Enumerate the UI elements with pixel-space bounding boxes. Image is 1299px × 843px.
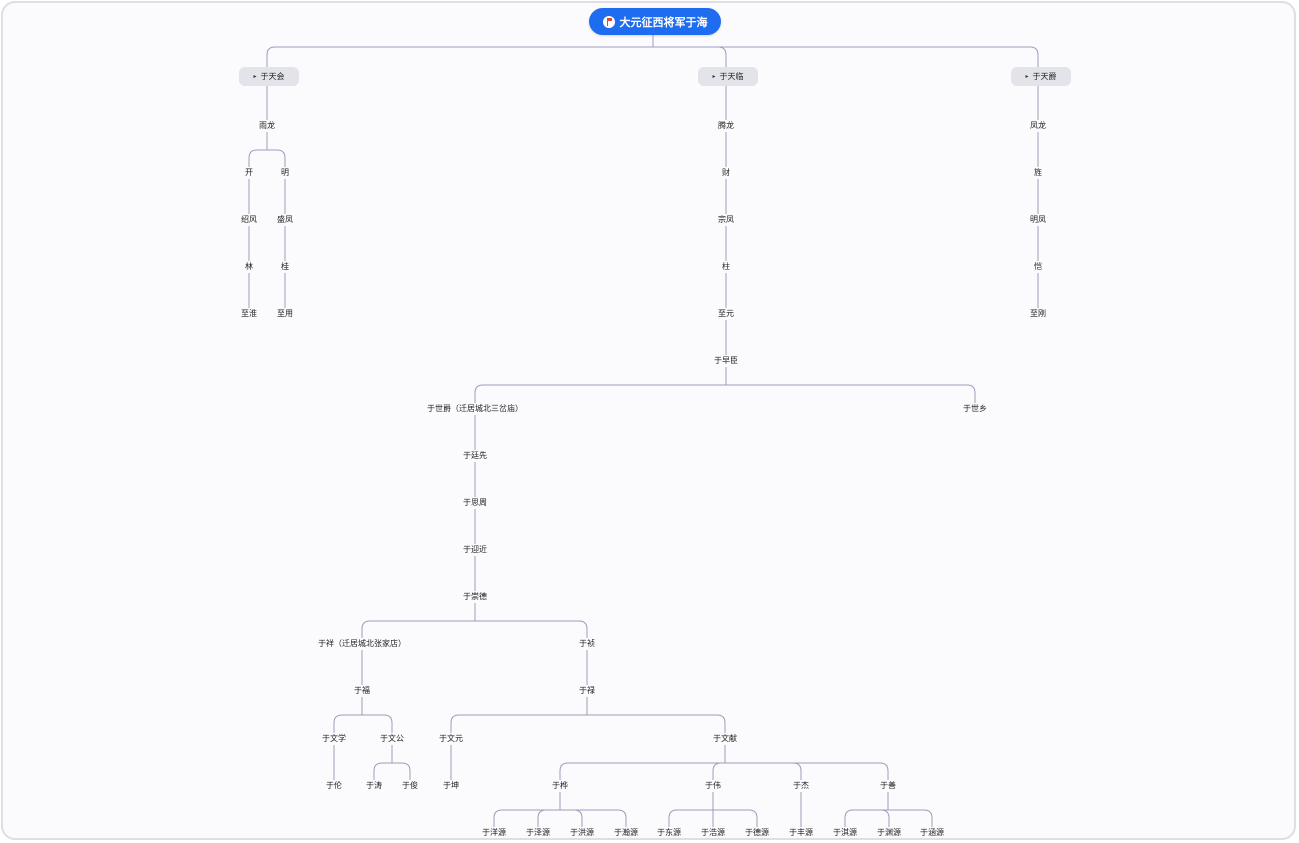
tree-node[interactable]: 雨龙 xyxy=(257,120,277,132)
connector-line xyxy=(725,762,889,786)
tree-node[interactable]: 宗凤 xyxy=(716,214,736,226)
tree-node[interactable]: 凤龙 xyxy=(1028,120,1048,132)
tree-node[interactable]: 于东源 xyxy=(655,827,683,838)
root-node[interactable]: 大元征西将军于海 xyxy=(589,8,721,35)
tree-node[interactable]: 于浩源 xyxy=(699,827,727,838)
connector-line xyxy=(248,149,267,173)
connector-line xyxy=(361,620,475,644)
connector-line xyxy=(880,809,890,833)
tree-node[interactable]: 于伟 xyxy=(703,780,723,792)
tree-node[interactable]: 于洪源 xyxy=(568,827,596,838)
tree-node[interactable]: 于泽源 xyxy=(524,827,552,838)
tree-node[interactable]: 于洋源 xyxy=(480,827,508,838)
tree-node[interactable]: 林 xyxy=(243,261,255,273)
connector-line xyxy=(844,809,888,833)
tree-node[interactable]: 盛凤 xyxy=(275,214,295,226)
branch-node-tianhui[interactable]: ▸ 于天会 xyxy=(239,67,299,86)
connector-line xyxy=(450,714,587,739)
tree-node[interactable]: 至刚 xyxy=(1028,308,1048,320)
tree-node[interactable]: 于文公 xyxy=(378,733,406,745)
connector-line xyxy=(474,384,726,409)
connector-line xyxy=(493,809,560,833)
connector-line xyxy=(266,46,653,75)
connector-line xyxy=(362,714,393,739)
tree-node[interactable]: 于桦 xyxy=(550,780,570,792)
tree-node[interactable]: 至淮 xyxy=(239,308,259,320)
tree-node[interactable]: 于坤 xyxy=(441,780,461,792)
flag-icon xyxy=(602,15,615,28)
flag-icon: ▸ xyxy=(1025,73,1029,80)
connector-line xyxy=(537,809,560,833)
tree-node[interactable]: 于文献 xyxy=(711,733,739,745)
tree-node[interactable]: 于德源 xyxy=(743,827,771,838)
tree-node[interactable]: 于瀚源 xyxy=(612,827,640,838)
tree-node[interactable]: 于禄 xyxy=(577,685,597,697)
tree-node[interactable]: 于文元 xyxy=(437,733,465,745)
connector-line xyxy=(475,620,588,644)
tree-node[interactable]: 于渊源 xyxy=(875,827,903,838)
connector-line xyxy=(725,762,802,786)
branch-label: 于天会 xyxy=(260,72,285,81)
tree-node[interactable]: 柱 xyxy=(720,261,732,273)
tree-node[interactable]: 于祯 xyxy=(577,638,597,650)
connector-line xyxy=(653,46,1039,75)
tree-node[interactable]: 于廷先 xyxy=(461,450,489,462)
tree-node[interactable]: 于世乡 xyxy=(961,403,989,415)
tree-node[interactable]: 明凤 xyxy=(1028,214,1048,226)
connector-line xyxy=(712,762,725,786)
tree-node[interactable]: 于俊 xyxy=(400,780,420,792)
tree-node[interactable]: 于涛 xyxy=(364,780,384,792)
tree-node[interactable]: 明 xyxy=(279,167,291,179)
connector-line xyxy=(713,809,758,833)
branch-node-tianlin[interactable]: ▸ 于天临 xyxy=(698,67,758,86)
connector-line xyxy=(668,809,713,833)
tree-node[interactable]: 腾龙 xyxy=(716,120,736,132)
connector-lines xyxy=(248,19,1039,833)
connector-line xyxy=(392,762,411,786)
tree-node[interactable]: 于祥（迁居城北张家店） xyxy=(316,638,408,650)
tree-node[interactable]: 至元 xyxy=(716,308,736,320)
tree-node[interactable]: 于福 xyxy=(352,685,372,697)
connector-line xyxy=(726,384,976,409)
tree-node[interactable]: 桂 xyxy=(279,261,291,273)
connector-line xyxy=(559,762,725,786)
tree-node[interactable]: 恺 xyxy=(1032,261,1044,273)
tree-node[interactable]: 于世爵（迁居城北三岔庙） xyxy=(425,403,525,415)
tree-node[interactable]: 于伦 xyxy=(324,780,344,792)
connector-line xyxy=(560,809,627,833)
flag-icon: ▸ xyxy=(253,73,257,80)
branch-node-tianjue[interactable]: ▸ 于天爵 xyxy=(1011,67,1071,86)
connector-line xyxy=(888,809,933,833)
connector-line xyxy=(267,149,286,173)
tree-node[interactable]: 开 xyxy=(243,167,255,179)
tree-node[interactable]: 于善 xyxy=(878,780,898,792)
tree-node[interactable]: 于杰 xyxy=(791,780,811,792)
connector-line xyxy=(373,762,392,786)
flag-icon: ▸ xyxy=(712,73,716,80)
tree-node[interactable]: 绍风 xyxy=(239,214,259,226)
tree-node[interactable]: 于迎近 xyxy=(461,544,489,556)
tree-node[interactable]: 于文学 xyxy=(320,733,348,745)
connector-line xyxy=(333,714,362,739)
tree-node[interactable]: 于崇德 xyxy=(461,591,489,603)
root-label: 大元征西将军于海 xyxy=(619,15,708,29)
connector-line xyxy=(587,714,726,739)
tree-node[interactable]: 于早臣 xyxy=(712,355,740,367)
tree-node[interactable]: 于涵源 xyxy=(918,827,946,838)
branch-label: 于天爵 xyxy=(1032,72,1057,81)
tree-node[interactable]: 于丰源 xyxy=(787,827,815,838)
tree-node[interactable]: 于淇源 xyxy=(831,827,859,838)
branch-label: 于天临 xyxy=(719,72,744,81)
tree-node[interactable]: 财 xyxy=(720,167,732,179)
tree-node[interactable]: 至用 xyxy=(275,308,295,320)
tree-node[interactable]: 旌 xyxy=(1032,167,1044,179)
tree-node[interactable]: 于思周 xyxy=(461,497,489,509)
